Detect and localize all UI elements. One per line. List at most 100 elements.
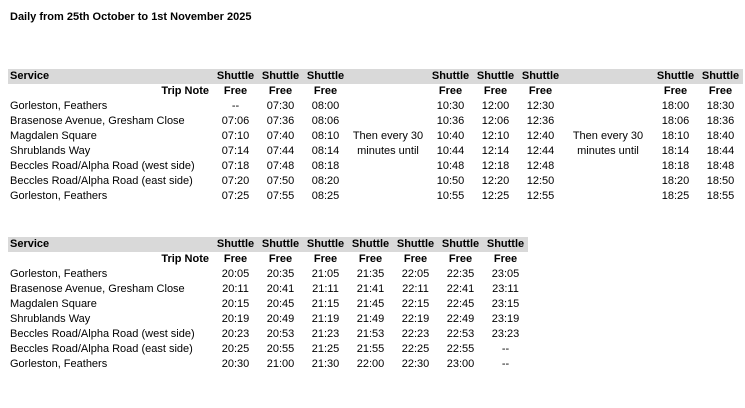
trip-note-label: Trip Note xyxy=(161,253,209,265)
table-header-row: Service Shuttle Shuttle Shuttle Shuttle Shutt… xyxy=(8,69,743,84)
departure-time: 18:50 xyxy=(706,175,735,187)
departure-time: 20:49 xyxy=(266,313,295,325)
departure-time: 21:53 xyxy=(356,328,385,340)
frequency-note xyxy=(563,114,653,129)
departure-time: 21:49 xyxy=(356,313,385,325)
departure-time: 07:06 xyxy=(221,115,250,127)
departure-time: 12:14 xyxy=(481,145,510,157)
frequency-note xyxy=(348,114,428,129)
departure-time: 08:06 xyxy=(311,115,340,127)
trip-note-gap-cell xyxy=(348,84,428,99)
shuttle-header: Shuttle xyxy=(486,238,525,250)
table-row: Beccles Road/Alpha Road (west side) 20:23… xyxy=(8,327,528,342)
departure-time: 10:50 xyxy=(436,175,465,187)
departure-time: 12:10 xyxy=(481,130,510,142)
free-fare-label: Free xyxy=(663,85,688,97)
free-fare-label: Free xyxy=(528,85,553,97)
departure-time: 18:40 xyxy=(706,130,735,142)
free-fare-label: Free xyxy=(448,253,473,265)
stop-name: Magdalen Square xyxy=(10,298,97,310)
departure-time: 08:14 xyxy=(311,145,340,157)
shuttle-header: Shuttle xyxy=(216,70,255,82)
table-row: Shrublands Way 20:19 20:49 21:19 21:49 22:19 2… xyxy=(8,312,528,327)
departure-time: 08:18 xyxy=(311,160,340,172)
frequency-note xyxy=(563,174,653,189)
departure-time: 18:20 xyxy=(661,175,690,187)
shuttle-header: Shuttle xyxy=(261,70,300,82)
stop-name: Magdalen Square xyxy=(10,130,97,142)
departure-time: 22:45 xyxy=(446,298,475,310)
stop-name: Gorleston, Feathers xyxy=(10,268,108,280)
departure-time: 20:35 xyxy=(266,268,295,280)
departure-time: 12:25 xyxy=(481,190,510,202)
departure-time: 18:36 xyxy=(706,115,735,127)
departure-time: 18:55 xyxy=(706,190,735,202)
table-row: Shrublands Way 07:14 07:44 08:14 minutes unt… xyxy=(8,144,743,159)
stop-name: Gorleston, Feathers xyxy=(10,190,108,202)
departure-time: 18:14 xyxy=(661,145,690,157)
shuttle-header: Shuttle xyxy=(306,238,345,250)
table-header-row: Service Shuttle Shuttle Shuttle Shuttle Shutt… xyxy=(8,237,528,252)
table-row: Brasenose Avenue, Gresham Close 20:11 20:4… xyxy=(8,282,528,297)
shuttle-header: Shuttle xyxy=(476,70,515,82)
table-row: Magdalen Square 20:15 20:45 21:15 21:45 22:15… xyxy=(8,297,528,312)
departure-time: 22:05 xyxy=(401,268,430,280)
departure-time: 07:25 xyxy=(221,190,250,202)
shuttle-header: Shuttle xyxy=(351,238,390,250)
departure-time: 20:11 xyxy=(222,283,249,295)
departure-time: -- xyxy=(231,100,240,112)
departure-time: 12:18 xyxy=(481,160,510,172)
shuttle-header: Shuttle xyxy=(521,70,560,82)
departure-time: 18:00 xyxy=(661,100,690,112)
departure-time: 12:40 xyxy=(526,130,555,142)
stop-name: Shrublands Way xyxy=(10,145,91,157)
shuttle-header: Shuttle xyxy=(216,238,255,250)
header-gap-cell xyxy=(563,69,653,84)
departure-time: 07:55 xyxy=(266,190,295,202)
frequency-note: minutes until xyxy=(577,145,639,157)
free-fare-label: Free xyxy=(358,253,383,265)
free-fare-label: Free xyxy=(268,253,293,265)
departure-time: 12:44 xyxy=(526,145,555,157)
departure-time: 21:15 xyxy=(311,298,340,310)
stop-name: Gorleston, Feathers xyxy=(10,100,108,112)
table-row: Brasenose Avenue, Gresham Close 07:06 07:3… xyxy=(8,114,743,129)
departure-time: 20:45 xyxy=(266,298,295,310)
departure-time: 18:44 xyxy=(706,145,735,157)
departure-time: 12:48 xyxy=(526,160,555,172)
departure-time: 20:25 xyxy=(221,343,250,355)
departure-time: 07:36 xyxy=(266,115,295,127)
departure-time: 23:00 xyxy=(446,358,475,370)
departure-time: 18:18 xyxy=(661,160,690,172)
departure-time: 22:15 xyxy=(401,298,430,310)
frequency-note xyxy=(348,99,428,114)
departure-time: 07:14 xyxy=(221,145,250,157)
departure-time: 10:30 xyxy=(436,100,465,112)
evening-timetable: Service Shuttle Shuttle Shuttle Shuttle Shutt… xyxy=(8,237,745,372)
departure-time: 21:55 xyxy=(356,343,385,355)
departure-time: 07:40 xyxy=(266,130,295,142)
timetable-page: Daily from 25th October to 1st November … xyxy=(8,11,745,372)
departure-time: 21:11 xyxy=(312,283,339,295)
departure-time: 22:53 xyxy=(446,328,475,340)
departure-time: 10:48 xyxy=(436,160,465,172)
table-row: Magdalen Square 07:10 07:40 08:10 Then every… xyxy=(8,129,743,144)
free-fare-label: Free xyxy=(268,85,293,97)
shuttle-header: Shuttle xyxy=(431,70,470,82)
trip-note-label: Trip Note xyxy=(161,85,209,97)
frequency-note xyxy=(348,174,428,189)
departure-time: 10:40 xyxy=(436,130,465,142)
departure-time: 12:00 xyxy=(481,100,510,112)
departure-time: 08:20 xyxy=(311,175,340,187)
departure-time: 21:45 xyxy=(356,298,385,310)
departure-time: 12:06 xyxy=(481,115,510,127)
trip-note-row: Trip Note Free Free Free Free Free Free Free Fre… xyxy=(8,84,743,99)
trip-note-row: Trip Note Free Free Free Free Free Free Free xyxy=(8,252,528,267)
departure-time: 22:41 xyxy=(446,283,475,295)
departure-time: 21:19 xyxy=(311,313,340,325)
page-title: Daily from 25th October to 1st November … xyxy=(10,11,252,23)
departure-time: 22:00 xyxy=(356,358,385,370)
departure-time: 07:50 xyxy=(266,175,295,187)
departure-time: 20:23 xyxy=(221,328,250,340)
free-fare-label: Free xyxy=(493,253,518,265)
